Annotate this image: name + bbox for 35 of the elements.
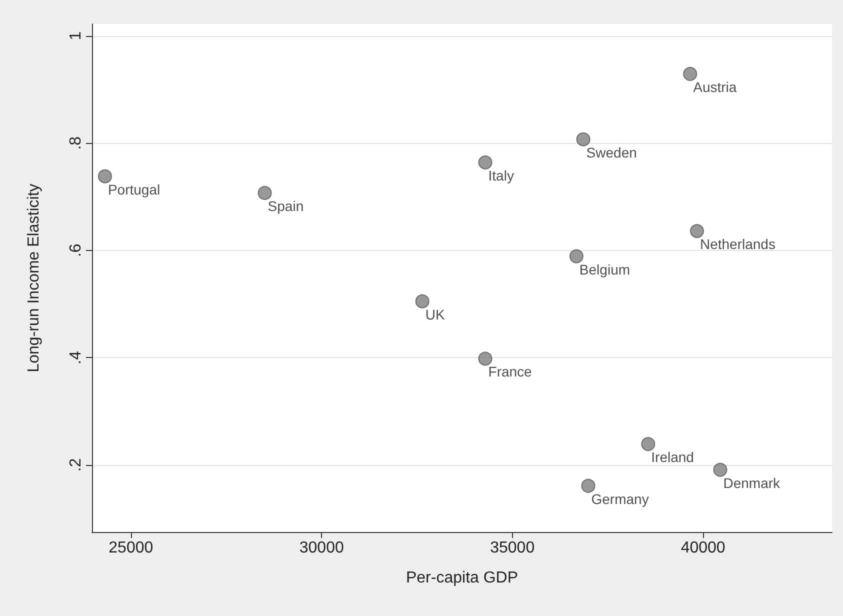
point	[478, 155, 492, 170]
series-label: Sweden	[586, 144, 637, 160]
point	[569, 249, 584, 264]
x-tick-label: 25000	[108, 540, 154, 556]
series-label: Italy	[488, 167, 514, 184]
y-axis-title: Long-run Income Elasticity	[26, 184, 42, 372]
series-label: Denmark	[723, 474, 782, 491]
series-label: Ireland	[651, 449, 694, 466]
point	[478, 352, 492, 366]
point	[576, 132, 590, 146]
series-label: France	[488, 364, 532, 380]
series-label: Netherlands	[700, 236, 776, 252]
y-tick-label: .8	[68, 136, 84, 150]
y-tick-label: .4	[68, 350, 84, 364]
point	[713, 462, 728, 477]
series-label: Germany	[591, 490, 649, 507]
point	[258, 186, 272, 200]
point	[641, 437, 656, 452]
point	[683, 66, 698, 81]
x-tick-label: 30000	[299, 540, 344, 556]
y-tick-label: .2	[68, 458, 84, 472]
x-axis-title: Per-capita GDP	[406, 570, 518, 586]
y-tick-label: 1	[68, 31, 84, 40]
series-label: UK	[425, 306, 446, 322]
series-label: Spain	[268, 198, 304, 214]
series-label: Belgium	[579, 261, 630, 278]
point	[98, 169, 112, 184]
series-label: Austria	[693, 78, 737, 95]
y-tick-label: .6	[68, 244, 84, 258]
point	[581, 478, 596, 493]
point	[690, 224, 704, 238]
series-label: Portugal	[108, 181, 160, 198]
x-tick-label: 40000	[680, 540, 726, 556]
x-tick-label: 35000	[490, 540, 535, 556]
point	[415, 294, 430, 308]
